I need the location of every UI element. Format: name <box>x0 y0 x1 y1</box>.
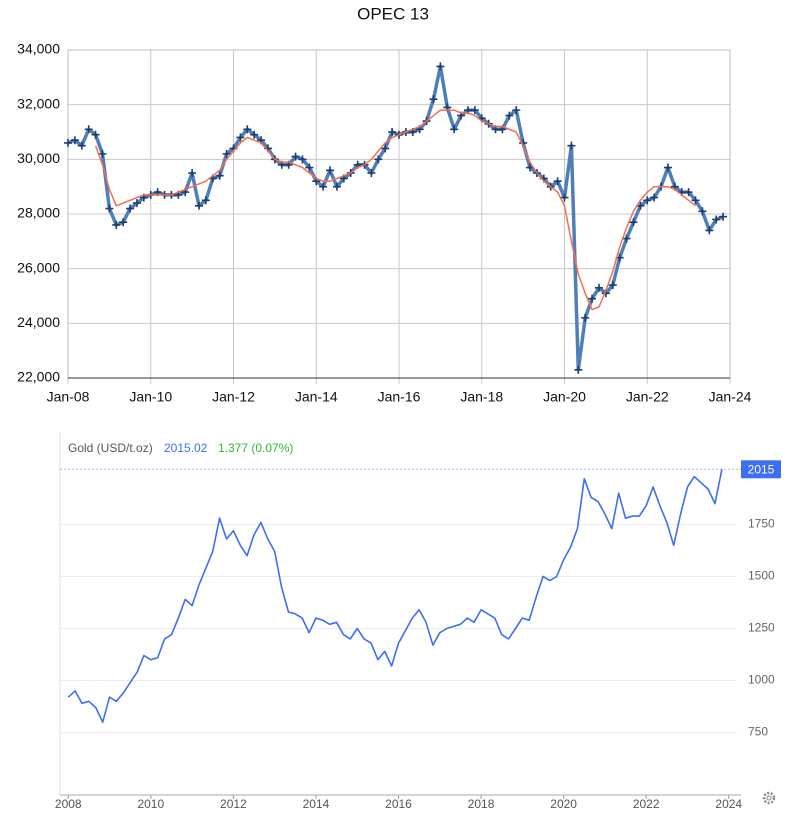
settings-icon[interactable] <box>762 791 776 805</box>
y-tick-label: 32,000 <box>17 95 60 111</box>
y-tick-label: 34,000 <box>17 41 60 57</box>
marker <box>222 149 231 158</box>
x-tick-label: Jan-20 <box>543 389 586 405</box>
price: 2015.02 <box>164 441 208 455</box>
x-tick-label: 2010 <box>137 797 164 811</box>
marker <box>512 106 521 115</box>
marker <box>291 152 300 161</box>
marker <box>698 207 707 216</box>
y-tick-label: 1000 <box>748 673 775 687</box>
marker <box>712 215 721 224</box>
x-tick-label: 2008 <box>55 797 82 811</box>
series-line <box>67 469 723 723</box>
y-tick-label: 1500 <box>748 569 775 583</box>
marker <box>436 62 445 71</box>
marker <box>560 193 569 202</box>
marker <box>188 169 197 177</box>
x-tick-label: 2020 <box>550 797 577 811</box>
x-tick-label: Jan-12 <box>212 389 255 405</box>
x-tick-label: 2014 <box>303 797 330 811</box>
marker <box>374 155 383 164</box>
instrument-name: Gold (USD/t.oz) <box>68 441 153 455</box>
marker <box>553 177 562 186</box>
y-tick-label: 1250 <box>748 621 775 635</box>
change: 1.377 (0.07%) <box>218 441 293 455</box>
marker <box>719 212 728 221</box>
y-tick-label: 28,000 <box>17 205 60 221</box>
marker <box>98 149 107 158</box>
marker <box>505 111 514 120</box>
marker <box>305 163 314 172</box>
x-tick-label: Jan-10 <box>129 389 172 405</box>
marker <box>250 130 259 139</box>
x-tick-label: Jan-14 <box>295 389 338 405</box>
marker <box>594 283 603 292</box>
x-tick-label: Jan-18 <box>460 389 503 405</box>
marker <box>622 234 631 243</box>
gear[interactable] <box>762 791 776 805</box>
price-tag: 2015 <box>748 462 775 476</box>
marker <box>567 141 576 150</box>
marker <box>574 365 583 374</box>
marker <box>70 136 79 145</box>
x-tick-label: 2018 <box>468 797 495 811</box>
marker <box>319 182 328 191</box>
y-tick-label: 30,000 <box>17 150 60 166</box>
price-tag-box <box>741 460 781 479</box>
series-line <box>68 64 724 372</box>
marker <box>77 141 86 150</box>
marker <box>298 155 307 164</box>
marker <box>105 204 114 213</box>
marker <box>126 204 135 213</box>
marker <box>691 196 700 205</box>
marker <box>215 171 224 180</box>
marker <box>332 182 341 191</box>
marker <box>643 196 652 205</box>
y-tick-label: 22,000 <box>17 369 60 385</box>
y-tick-label: 24,000 <box>17 314 60 330</box>
marker <box>608 281 617 290</box>
x-tick-label: 2016 <box>385 797 412 811</box>
marker <box>581 313 590 322</box>
marker <box>588 294 597 303</box>
x-tick-label: Jan-16 <box>378 389 421 405</box>
marker <box>429 95 438 104</box>
x-tick-label: 2024 <box>715 797 742 811</box>
y-tick-label: 1750 <box>748 517 775 531</box>
marker <box>470 106 479 115</box>
x-tick-label: 2012 <box>220 797 247 811</box>
marker <box>84 125 93 134</box>
marker <box>236 133 245 142</box>
chart-title: OPEC 13 <box>357 4 429 23</box>
series-line <box>94 109 696 311</box>
marker <box>326 166 335 175</box>
x-tick-label: Jan-08 <box>47 389 90 405</box>
marker <box>64 138 72 147</box>
x-tick-label: Jan-24 <box>709 389 752 405</box>
marker <box>705 226 714 235</box>
y-tick-label: 750 <box>748 725 768 739</box>
marker <box>91 130 100 139</box>
marker <box>367 169 376 177</box>
marker <box>243 125 252 134</box>
marker <box>195 201 204 210</box>
marker <box>663 163 672 172</box>
marker <box>132 199 141 208</box>
marker <box>650 193 659 202</box>
marker <box>684 188 693 197</box>
marker <box>112 220 121 229</box>
y-tick-label: 26,000 <box>17 259 60 275</box>
marker <box>201 196 210 205</box>
marker <box>119 218 128 227</box>
x-tick-label: 2022 <box>633 797 660 811</box>
marker <box>629 218 638 227</box>
marker <box>381 144 390 153</box>
marker <box>450 125 459 134</box>
marker <box>388 128 397 136</box>
x-tick-label: Jan-22 <box>626 389 669 405</box>
gear-hole[interactable] <box>766 795 772 801</box>
